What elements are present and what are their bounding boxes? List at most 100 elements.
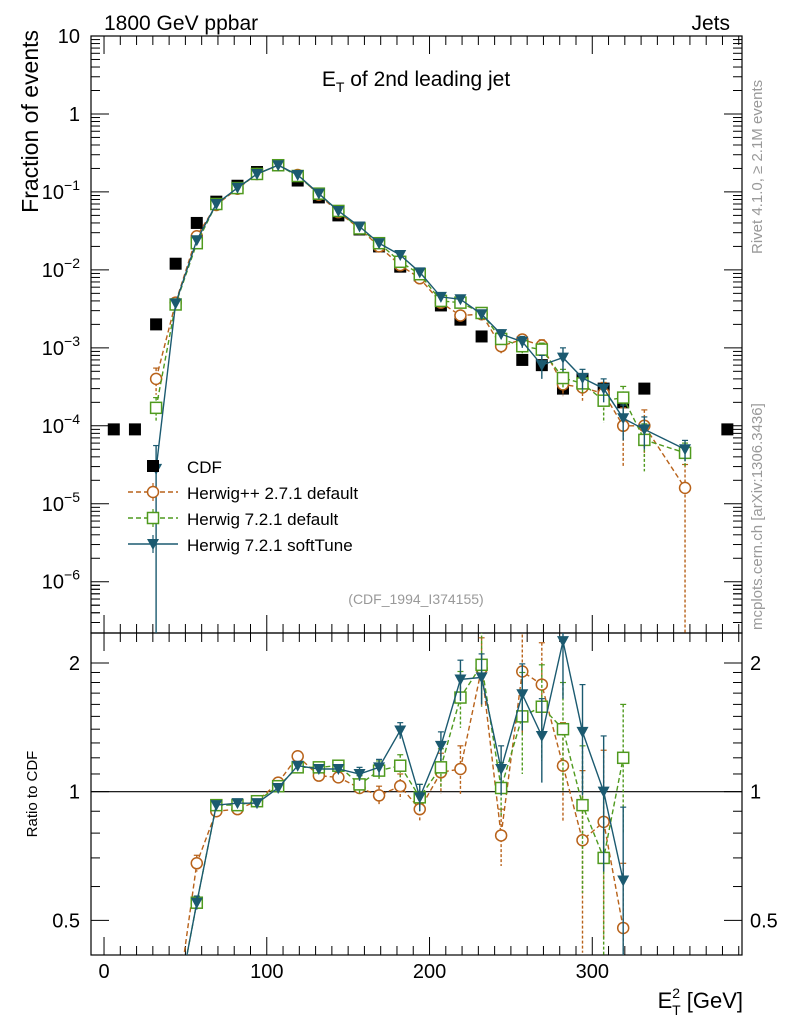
data-point bbox=[597, 383, 610, 395]
ratio-point bbox=[291, 760, 304, 772]
ratio-panel-frame bbox=[90, 632, 743, 956]
ratio-y-tick-label: 1 bbox=[69, 782, 80, 804]
series-0 bbox=[107, 159, 734, 436]
data-point bbox=[516, 353, 529, 366]
tick-base: 10 bbox=[42, 572, 64, 594]
data-point bbox=[475, 330, 488, 343]
ratio-point bbox=[576, 726, 589, 738]
ratio-point bbox=[170, 1010, 181, 1021]
series-line bbox=[155, 164, 686, 454]
ratio-point bbox=[516, 689, 529, 701]
legend-marker bbox=[146, 485, 160, 499]
tick-base: 10 bbox=[42, 416, 64, 438]
ratio-point bbox=[556, 636, 569, 648]
tick-exponent: −3 bbox=[64, 333, 80, 349]
ratio-point bbox=[170, 1010, 182, 1021]
main-y-tick-label: 10−6 bbox=[42, 567, 80, 594]
ratio-point bbox=[616, 751, 630, 765]
ratio-point bbox=[170, 1010, 181, 1021]
ratio-point bbox=[393, 759, 407, 772]
data-point bbox=[353, 221, 366, 233]
data-point bbox=[475, 309, 488, 321]
data-point bbox=[616, 391, 630, 404]
legend-label: Herwig 7.2.1 softTune bbox=[187, 536, 353, 555]
ratio-point bbox=[372, 789, 386, 802]
data-point bbox=[454, 294, 467, 306]
x-tick-label: 100 bbox=[250, 961, 283, 983]
legend-label: CDF bbox=[187, 458, 222, 477]
ratio-point bbox=[210, 800, 223, 812]
ratio-point bbox=[495, 763, 508, 775]
series-line bbox=[155, 164, 686, 469]
data-point bbox=[312, 188, 325, 200]
data-point bbox=[413, 267, 426, 279]
main-y-tick-label: 10−1 bbox=[42, 177, 80, 204]
ratio-point bbox=[617, 875, 630, 887]
legend-label: Herwig++ 2.7.1 default bbox=[187, 484, 358, 503]
data-point bbox=[516, 336, 529, 348]
data-point bbox=[128, 423, 141, 436]
process-label: Jets bbox=[691, 12, 730, 35]
main-y-tick-label: 10−3 bbox=[42, 333, 80, 360]
mcplots-label: mcplots.cern.ch [arXiv:1306.3436] bbox=[749, 403, 766, 630]
analysis-watermark: (CDF_1994_I374155) bbox=[348, 591, 483, 607]
data-point bbox=[394, 250, 407, 262]
ratio-point bbox=[475, 672, 488, 684]
ratio-point bbox=[353, 768, 366, 780]
ratio-point bbox=[291, 750, 304, 763]
ratio-point bbox=[393, 779, 407, 793]
ratio-point bbox=[190, 857, 204, 870]
ratio-point bbox=[272, 782, 285, 794]
series-3 bbox=[150, 160, 692, 633]
x-axis-label-rest: [GeV] bbox=[681, 988, 743, 1013]
x-axis-label-sup: 2 bbox=[672, 985, 680, 1001]
ratio-point bbox=[413, 792, 426, 804]
ratio-point bbox=[332, 763, 345, 775]
ratio-point bbox=[394, 725, 407, 737]
data-point bbox=[638, 424, 651, 436]
rivet-label: Rivet 4.1.0, ≥ 2.1M events bbox=[749, 80, 766, 254]
data-point bbox=[576, 373, 589, 385]
data-point bbox=[149, 401, 163, 415]
ratio-line bbox=[186, 640, 624, 955]
ratio-point bbox=[231, 798, 244, 810]
ratio-point bbox=[434, 761, 448, 774]
series-2 bbox=[149, 158, 692, 472]
data-point bbox=[231, 182, 244, 194]
ratio-point bbox=[494, 829, 508, 842]
data-point bbox=[678, 481, 692, 495]
ratio-line bbox=[183, 668, 624, 955]
ratio-y-tick-label-right: 1 bbox=[750, 782, 761, 804]
tick-exponent: −6 bbox=[64, 567, 80, 583]
data-point bbox=[535, 343, 549, 356]
main-y-tick-label: 10−4 bbox=[42, 411, 80, 438]
x-tick-label: 300 bbox=[576, 961, 609, 983]
tick-base: 10 bbox=[42, 338, 64, 360]
tick-exponent: −2 bbox=[64, 255, 80, 271]
ratio-point bbox=[312, 763, 325, 775]
ratio-point bbox=[535, 730, 548, 742]
ratio-y-tick-label: 0.5 bbox=[52, 910, 80, 932]
ratio-series-group bbox=[170, 633, 630, 1021]
tick-exponent: −4 bbox=[64, 411, 80, 427]
data-point bbox=[210, 199, 223, 211]
data-point bbox=[434, 291, 447, 303]
data-point bbox=[150, 318, 163, 331]
data-point bbox=[638, 382, 651, 395]
data-point bbox=[169, 257, 182, 270]
plot-title: ET of 2nd leading jet bbox=[322, 68, 511, 95]
data-point bbox=[679, 444, 692, 456]
ratio-point bbox=[454, 762, 467, 776]
data-point bbox=[107, 423, 120, 436]
ratio-point bbox=[251, 798, 264, 810]
data-point bbox=[149, 372, 163, 386]
ratio-y-axis-label: Ratio to CDF bbox=[24, 751, 41, 838]
legend-marker bbox=[146, 511, 160, 525]
plot-title-rest: of 2nd leading jet bbox=[344, 68, 510, 91]
tick-base: 10 bbox=[42, 260, 64, 282]
main-y-tick-label: 1 bbox=[69, 104, 80, 126]
x-tick-label: 0 bbox=[98, 961, 109, 983]
ratio-y-tick-label-right: 0.5 bbox=[750, 910, 778, 932]
ratio-y-tick-label-right: 2 bbox=[750, 653, 761, 675]
data-point bbox=[495, 329, 508, 341]
